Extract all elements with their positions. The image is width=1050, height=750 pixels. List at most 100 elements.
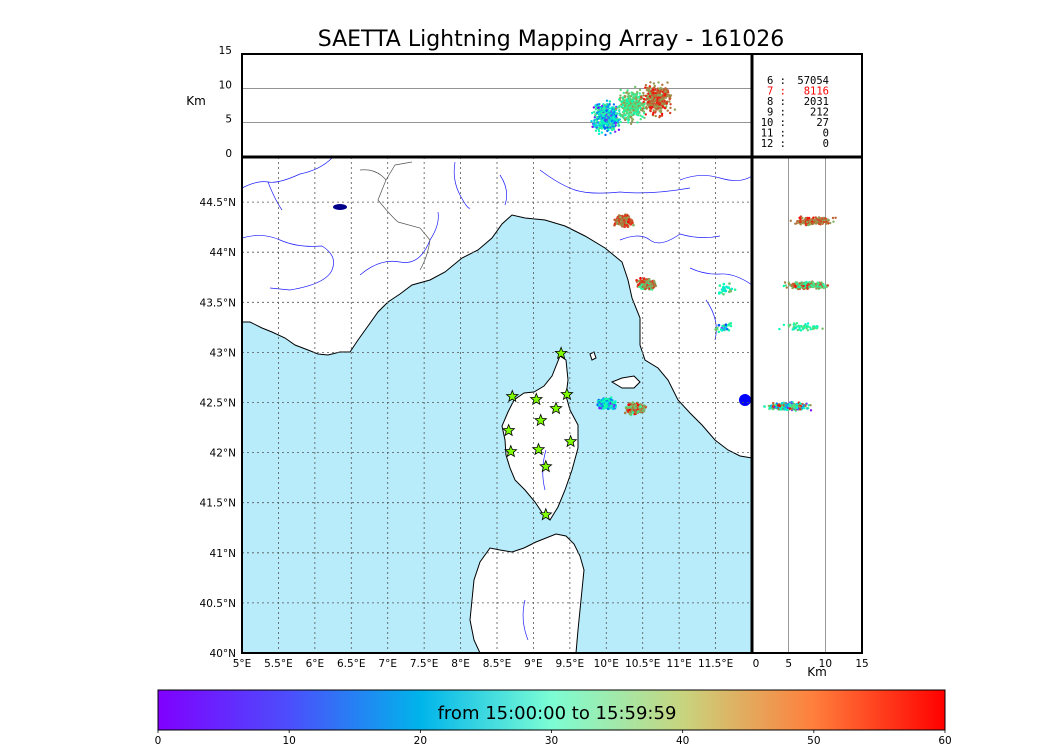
source-point — [654, 99, 657, 103]
source-point — [665, 88, 668, 92]
source-point — [605, 122, 608, 126]
source-point — [623, 96, 627, 99]
source-point — [789, 323, 792, 326]
source-point — [635, 104, 639, 108]
source-point — [796, 282, 799, 285]
source-point — [636, 96, 640, 99]
longitude-tick: 7°E — [378, 658, 397, 670]
source-point — [794, 285, 797, 289]
source-point — [634, 97, 638, 101]
source-point — [623, 104, 627, 108]
source-point — [725, 327, 729, 331]
source-point — [607, 123, 610, 126]
colorbar-tick: 0 — [155, 735, 162, 747]
source-point — [626, 104, 629, 107]
source-point — [823, 219, 827, 222]
source-point — [784, 284, 787, 287]
source-point — [717, 330, 721, 334]
colorbar-tick: 10 — [282, 735, 295, 747]
source-point — [619, 215, 622, 219]
source-point — [597, 104, 600, 108]
source-point — [599, 114, 602, 117]
stats-panel: 6 : 57054 7 : 8116 8 : 2031 9 : 212 10 : 27 11 : 0 1… — [752, 54, 862, 157]
source-point — [627, 108, 630, 111]
source-point — [639, 95, 643, 99]
source-point — [614, 112, 618, 116]
source-point — [659, 86, 662, 90]
source-point — [795, 321, 799, 325]
source-point — [605, 401, 609, 405]
source-point — [634, 403, 638, 407]
source-point — [717, 323, 721, 327]
lake — [333, 204, 347, 210]
source-point — [669, 94, 673, 97]
longitude-tick: 7.5°E — [410, 658, 439, 670]
source-point — [638, 407, 642, 411]
source-point — [594, 112, 597, 116]
source-point — [611, 127, 614, 130]
altitude-tick: 15 — [855, 658, 868, 670]
source-point — [639, 106, 642, 110]
source-point — [785, 405, 788, 408]
source-point — [612, 106, 615, 109]
source-point — [626, 89, 629, 92]
source-point — [607, 103, 610, 107]
source-point — [600, 127, 604, 130]
source-point — [668, 100, 671, 103]
source-point — [612, 123, 615, 127]
source-point — [654, 107, 658, 111]
source-point — [778, 327, 781, 331]
source-point — [669, 106, 672, 110]
source-point — [634, 410, 637, 414]
source-point — [615, 119, 618, 122]
source-point — [771, 407, 774, 410]
source-point — [630, 219, 633, 222]
source-point — [605, 118, 609, 121]
panel-frames — [241, 53, 863, 654]
source-point — [816, 285, 819, 288]
source-point — [797, 286, 801, 289]
longitude-tick: 9°E — [524, 658, 543, 670]
source-point — [659, 109, 662, 113]
source-point — [805, 407, 808, 410]
source-point — [728, 282, 731, 285]
source-point — [597, 132, 601, 136]
source-point — [596, 403, 599, 406]
source-point — [808, 281, 811, 284]
source-point — [796, 220, 799, 223]
longitude-tick: 6.5°E — [337, 658, 366, 670]
source-point — [625, 407, 628, 410]
source-point — [806, 220, 809, 224]
source-point — [619, 120, 622, 124]
source-point — [808, 216, 811, 220]
source-point — [648, 103, 651, 106]
source-point — [724, 325, 727, 329]
source-point — [634, 85, 637, 89]
source-point — [592, 123, 595, 126]
source-point — [619, 88, 622, 92]
source-point — [605, 120, 608, 123]
source-point — [649, 109, 652, 113]
longitude-tick: 6°E — [306, 658, 325, 670]
source-point — [798, 328, 801, 331]
source-point — [647, 284, 651, 287]
altitude-axis-label: Km — [186, 94, 206, 108]
source-point — [627, 93, 630, 96]
source-point — [608, 117, 611, 120]
source-point — [806, 324, 809, 327]
source-point — [636, 403, 640, 407]
source-point — [801, 216, 804, 220]
source-point — [600, 403, 603, 407]
source-point — [639, 276, 642, 280]
source-point — [596, 116, 599, 119]
source-point — [645, 89, 649, 92]
source-point — [645, 107, 648, 110]
source-point — [644, 86, 647, 89]
source-point — [824, 217, 827, 220]
source-point — [626, 111, 629, 115]
source-point — [794, 222, 797, 225]
colorbar-gradient — [157, 689, 946, 731]
source-point — [614, 130, 617, 133]
stat-label: 6 : — [767, 75, 786, 87]
rivers — [242, 157, 752, 641]
